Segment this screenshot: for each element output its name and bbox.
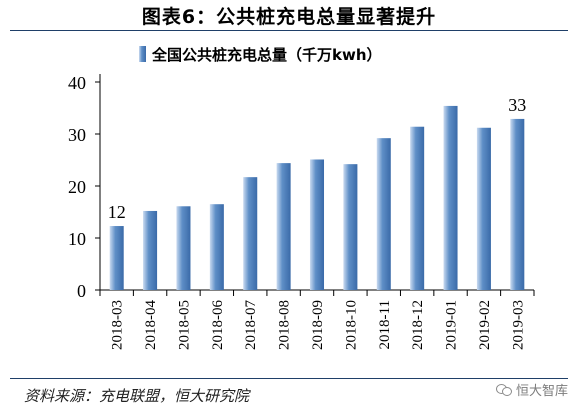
x-tick-labels: 2018-03 2018-04 2018-05 2018-06 2018-07 2018-… xyxy=(110,300,527,350)
chart-axes xyxy=(99,74,535,296)
bar xyxy=(343,164,358,290)
wechat-icon xyxy=(495,383,512,397)
x-tick-label: 2018-11 xyxy=(377,300,393,349)
x-tick-label: 2019-01 xyxy=(444,300,460,350)
source-note: 资料来源：充电联盟，恒大研究院 xyxy=(24,387,250,405)
x-tick-label: 2018-08 xyxy=(277,300,293,350)
title-rule xyxy=(10,30,568,31)
y-tick-labels: 0 10 20 30 40 xyxy=(68,73,100,301)
x-tick-label: 2018-12 xyxy=(410,300,426,350)
x-tick-label: 2019-02 xyxy=(477,300,493,350)
bar xyxy=(143,210,158,290)
y-tick-label: 20 xyxy=(68,177,86,197)
bar xyxy=(276,163,291,290)
figure-title: 图表6：公共桩充电总量显著提升 xyxy=(141,6,437,28)
x-tick-label: 2018-03 xyxy=(110,300,126,350)
chart-legend: 全国公共桩充电总量（千万kwh） xyxy=(139,46,382,64)
bar xyxy=(376,138,391,290)
x-tick-label: 2019-03 xyxy=(510,300,526,350)
watermark: 恒大智库 xyxy=(495,380,568,399)
y-tick-label: 30 xyxy=(68,125,86,145)
x-tick-label: 2018-06 xyxy=(210,300,226,350)
y-tick-label: 0 xyxy=(77,281,86,301)
bar xyxy=(176,206,191,290)
watermark-text: 恒大智库 xyxy=(515,384,568,399)
x-tick-label: 2018-05 xyxy=(176,300,192,350)
x-tick-label: 2018-04 xyxy=(143,300,159,350)
bar xyxy=(443,105,458,290)
x-tick-label: 2018-07 xyxy=(243,300,259,350)
legend-label: 全国公共桩充电总量（千万kwh） xyxy=(151,46,382,64)
bar xyxy=(510,118,525,290)
x-tick-label: 2018-10 xyxy=(343,300,359,350)
data-labels: 12 33 xyxy=(108,95,527,222)
legend-swatch xyxy=(139,46,146,62)
y-tick-label: 10 xyxy=(68,229,86,249)
bar xyxy=(243,177,258,290)
footer-rule xyxy=(10,378,568,379)
bar xyxy=(209,204,224,290)
data-label: 33 xyxy=(508,95,526,115)
data-label: 12 xyxy=(108,202,126,222)
bar xyxy=(309,159,325,290)
bar-chart: 全国公共桩充电总量（千万kwh） 2018-03 2018-04 2018-05 20… xyxy=(68,46,535,350)
bar xyxy=(476,127,491,290)
x-tick-label: 2018-09 xyxy=(310,300,326,350)
chart-bars xyxy=(109,105,525,290)
bar xyxy=(109,226,124,290)
y-tick-label: 40 xyxy=(68,73,86,93)
bar xyxy=(410,126,425,290)
